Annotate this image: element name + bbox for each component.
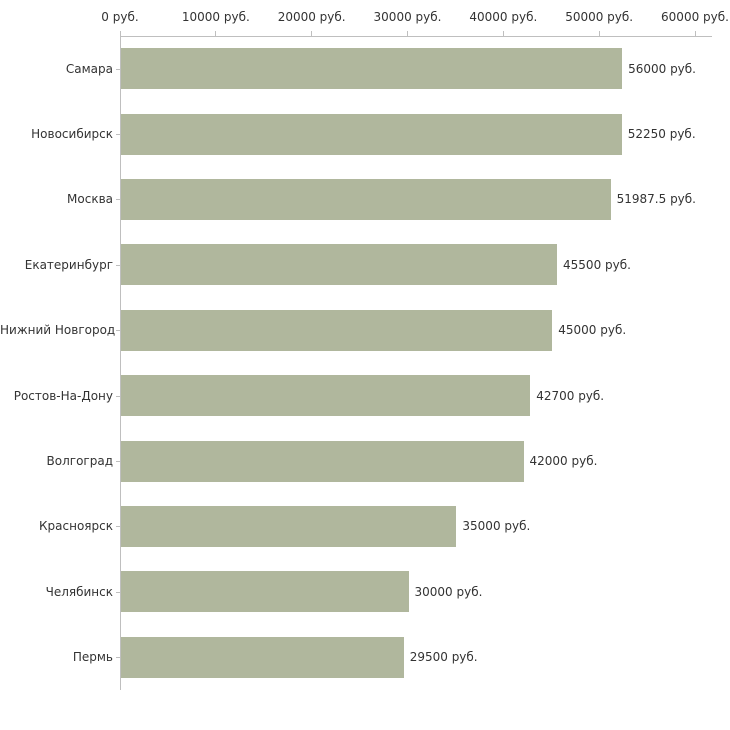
bar-area: 42700 руб.: [121, 375, 696, 417]
y-tick-mark: [116, 657, 120, 659]
bar: [121, 505, 457, 547]
bar-value-label: 56000 руб.: [628, 61, 696, 76]
chart-row: Самара 56000 руб.: [0, 36, 730, 101]
category-label: Красноярск: [39, 519, 113, 534]
bar-value-label: 45000 руб.: [558, 323, 627, 338]
category-label: Волгоград: [46, 454, 113, 469]
category-label: Нижний Новгород: [0, 323, 116, 338]
chart-row: Москва 51987.5 руб.: [0, 167, 730, 232]
category-label: Ростов-На-Дону: [13, 388, 113, 403]
bar-value-label: 45500 руб.: [563, 257, 631, 272]
x-tick-mark: [598, 31, 600, 36]
bar-area: 52250 руб.: [121, 113, 696, 155]
chart-row: Челябинск 30000 руб.: [0, 559, 730, 624]
category-label: Самара: [65, 61, 113, 76]
x-tick-label: 30000 руб.: [373, 10, 442, 24]
x-tick-label: 40000 руб.: [469, 10, 538, 24]
x-tick-label: 50000 руб.: [565, 10, 634, 24]
x-axis: 0 руб. 10000 руб. 20000 руб. 30000 руб. 4000…: [101, 10, 729, 36]
x-tick-mark: [407, 31, 408, 36]
x-tick-mark: [502, 31, 504, 36]
bar: [121, 113, 622, 155]
bar-value-label: 29500 руб.: [409, 650, 478, 665]
y-axis-line: [120, 36, 121, 690]
category-label: Москва: [67, 192, 113, 207]
bar-value-label: 52250 руб.: [627, 127, 696, 142]
bar: [121, 375, 531, 417]
bar-value-label: 35000 руб.: [462, 519, 531, 534]
bar-area: 56000 руб.: [121, 48, 696, 90]
bar: [121, 571, 409, 613]
chart-row: Волгоград 42000 руб.: [0, 428, 730, 493]
y-tick-mark: [116, 330, 120, 332]
bar-area: 51987.5 руб.: [121, 178, 696, 220]
y-tick-mark: [116, 461, 120, 463]
x-tick-label: 60000 руб.: [661, 10, 729, 24]
x-tick-mark: [311, 31, 313, 36]
x-axis-line: [120, 36, 712, 37]
chart-row: Пермь 29500 руб.: [0, 625, 730, 690]
y-tick-mark: [116, 134, 120, 136]
category-label: Екатеринбург: [24, 257, 113, 272]
x-tick-mark: [215, 31, 217, 36]
x-tick-mark: [694, 31, 696, 36]
y-tick-mark: [116, 264, 120, 266]
y-tick-mark: [116, 199, 120, 201]
x-tick-label: 10000 руб.: [181, 10, 250, 24]
bar-area: 42000 руб.: [121, 440, 696, 482]
bar: [121, 178, 611, 220]
bar-value-label: 51987.5 руб.: [616, 192, 696, 207]
x-tick-label: 20000 руб.: [277, 10, 346, 24]
bar-value-label: 42000 руб.: [529, 454, 598, 469]
chart-row: Красноярск 35000 руб.: [0, 494, 730, 559]
bar-value-label: 30000 руб.: [414, 584, 483, 599]
chart-row: Новосибирск 52250 руб.: [0, 101, 730, 166]
y-tick-mark: [116, 395, 120, 397]
y-tick-mark: [116, 591, 120, 593]
bar: [121, 440, 524, 482]
bar-area: 45500 руб.: [121, 244, 696, 286]
bar: [121, 48, 623, 90]
bar: [121, 244, 558, 286]
chart-row: Нижний Новгород 45000 руб.: [0, 298, 730, 363]
bar-area: 29500 руб.: [121, 636, 696, 678]
chart-row: Ростов-На-Дону 42700 руб.: [0, 363, 730, 428]
x-tick-mark: [119, 31, 121, 36]
bar-area: 45000 руб.: [121, 309, 696, 351]
chart-rows: Самара 56000 руб. Новосибирск 52250 руб. Мос…: [0, 36, 730, 690]
category-label: Челябинск: [45, 584, 113, 599]
bar-value-label: 42700 руб.: [536, 388, 605, 403]
category-label: Новосибирск: [31, 127, 113, 142]
y-tick-mark: [116, 526, 120, 528]
x-tick-label: 0 руб.: [101, 10, 139, 24]
category-label: Пермь: [72, 650, 113, 665]
bar-area: 30000 руб.: [121, 571, 696, 613]
bar: [121, 636, 404, 678]
bar: [121, 309, 553, 351]
y-tick-mark: [116, 68, 120, 70]
bar-area: 35000 руб.: [121, 505, 696, 547]
chart-row: Екатеринбург 45500 руб.: [0, 232, 730, 297]
